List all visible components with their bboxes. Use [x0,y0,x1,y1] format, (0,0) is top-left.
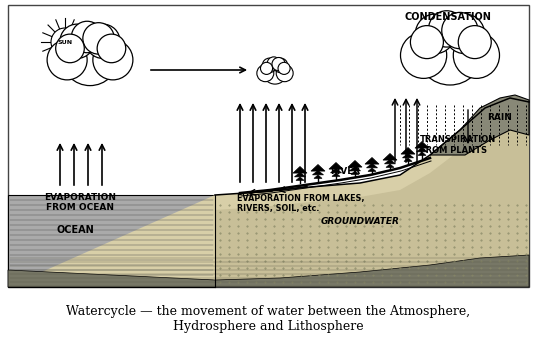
Polygon shape [350,167,360,171]
Polygon shape [368,168,376,171]
Circle shape [60,24,95,58]
Text: OCEAN: OCEAN [56,225,94,235]
Polygon shape [365,157,379,164]
Polygon shape [293,167,307,173]
Polygon shape [403,153,413,158]
Circle shape [257,65,274,82]
Circle shape [267,57,280,70]
Polygon shape [215,116,529,287]
Polygon shape [401,147,415,154]
Circle shape [93,40,133,80]
Polygon shape [313,171,323,175]
Text: Watercycle — the movement of water between the Atmosphere,
Hydrosphere and Litho: Watercycle — the movement of water betwe… [66,305,470,333]
Circle shape [417,19,483,85]
Polygon shape [296,177,304,180]
Text: CONDENSATION: CONDENSATION [404,12,491,22]
Polygon shape [384,159,395,164]
Circle shape [410,26,444,59]
Text: TRANSPIRATION
FROM PLANTS: TRANSPIRATION FROM PLANTS [420,135,496,155]
Circle shape [262,58,277,73]
Circle shape [61,28,119,85]
Polygon shape [418,152,426,155]
Polygon shape [430,95,529,155]
Polygon shape [294,172,306,177]
Bar [8,5,529,287]
Polygon shape [415,141,429,148]
Circle shape [47,40,87,80]
Circle shape [442,12,478,49]
Polygon shape [366,163,378,168]
Circle shape [56,34,84,63]
Polygon shape [332,173,340,176]
Text: SUN: SUN [57,40,72,44]
Circle shape [453,32,499,78]
Circle shape [273,58,288,73]
Polygon shape [351,171,359,174]
Circle shape [263,60,287,84]
Circle shape [415,14,455,54]
Circle shape [272,57,285,71]
Circle shape [260,62,273,74]
Text: EVAPORATION
FROM OCEAN: EVAPORATION FROM OCEAN [44,193,116,213]
Circle shape [458,26,491,59]
Circle shape [276,65,293,82]
Circle shape [51,28,79,56]
Polygon shape [8,98,529,287]
Circle shape [401,32,447,78]
Polygon shape [330,168,342,173]
Polygon shape [329,162,343,169]
Circle shape [445,14,485,54]
Polygon shape [404,158,412,161]
Polygon shape [386,164,394,167]
Polygon shape [383,153,397,160]
Polygon shape [8,195,215,287]
Circle shape [429,11,465,47]
Text: EVAPORATION FROM LAKES,
RIVERS, SOIL, etc.: EVAPORATION FROM LAKES, RIVERS, SOIL, et… [237,194,365,213]
Circle shape [97,34,126,63]
Polygon shape [417,147,427,152]
Circle shape [86,24,120,58]
Polygon shape [311,164,325,171]
Circle shape [83,23,114,54]
Circle shape [278,62,290,74]
Text: RIVER: RIVER [330,167,360,176]
Text: GROUNDWATER: GROUNDWATER [321,218,400,226]
Polygon shape [314,175,322,178]
Text: RAIN: RAIN [487,114,512,122]
Circle shape [71,21,103,53]
Polygon shape [8,255,529,287]
Polygon shape [348,161,362,167]
